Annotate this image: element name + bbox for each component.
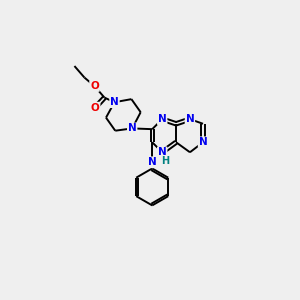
Text: H: H xyxy=(161,156,169,166)
Text: N: N xyxy=(186,114,194,124)
Text: N: N xyxy=(158,147,167,157)
Text: O: O xyxy=(91,103,100,112)
Text: N: N xyxy=(148,157,157,167)
Text: O: O xyxy=(90,81,99,91)
Text: N: N xyxy=(128,123,136,134)
Text: N: N xyxy=(199,137,207,147)
Text: N: N xyxy=(110,97,119,107)
Text: N: N xyxy=(158,114,167,124)
